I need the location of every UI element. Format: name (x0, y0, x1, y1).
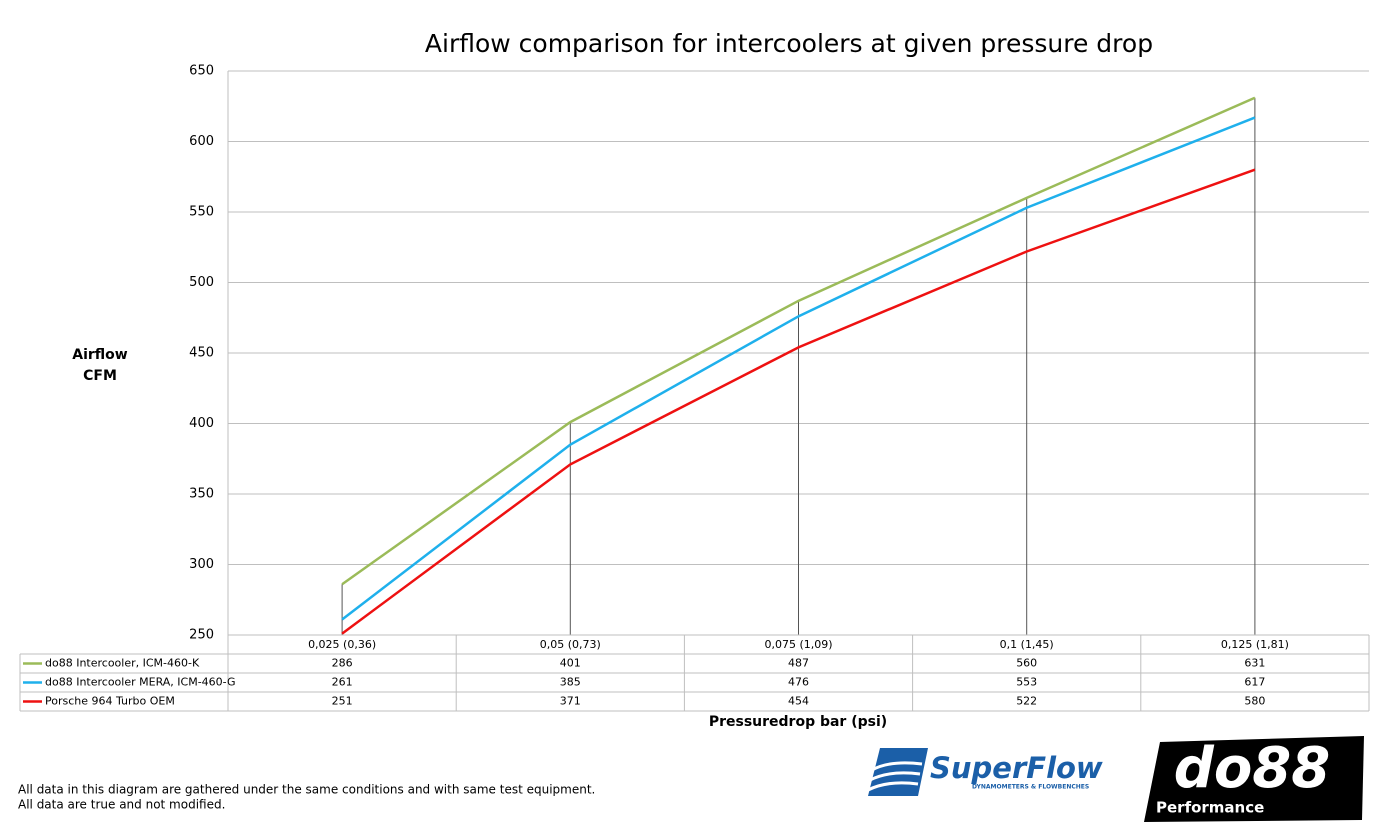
table-value: 454 (788, 695, 809, 708)
y-tick-label: 500 (189, 275, 214, 290)
do88-logo: do88 Performance (1144, 736, 1364, 822)
y-tick-label: 400 (189, 416, 214, 431)
footnote: All data in this diagram are gathered un… (18, 783, 595, 797)
y-tick-label: 300 (189, 557, 214, 572)
table-value: 476 (788, 676, 809, 689)
series-line (341, 116, 1256, 621)
chart-title: Airflow comparison for intercoolers at g… (425, 29, 1153, 58)
x-tick-label: 0,025 (0,36) (308, 638, 376, 651)
x-axis-label: Pressuredrop bar (psi) (709, 714, 887, 730)
x-tick-label: 0,1 (1,45) (1000, 638, 1054, 651)
table-value: 522 (1016, 695, 1037, 708)
legend-label: Porsche 964 Turbo OEM (45, 695, 175, 708)
y-axis-label: Airflow (72, 347, 128, 363)
logo-text: SuperFlow (930, 751, 1103, 785)
footnote: All data are true and not modified. (18, 798, 225, 812)
y-tick-label: 450 (189, 346, 214, 361)
table-value: 487 (788, 657, 809, 670)
superflow-logo: SuperFlow DYNAMOMETERS & FLOWBENCHES (867, 748, 1103, 796)
table-value: 631 (1244, 657, 1265, 670)
y-tick-label: 650 (189, 64, 214, 79)
logo-sub: Performance (1156, 799, 1264, 817)
logo-box (1144, 736, 1364, 822)
table-value: 251 (332, 695, 353, 708)
table-value: 580 (1244, 695, 1265, 708)
logo-text: do88 (1174, 736, 1331, 801)
table-value: 261 (332, 676, 353, 689)
logo-tagline: DYNAMOMETERS & FLOWBENCHES (972, 784, 1089, 791)
logo-waves (867, 761, 923, 792)
y-tick-label: 600 (189, 134, 214, 149)
legend-label: do88 Intercooler, ICM-460-K (45, 657, 200, 670)
table-value: 553 (1016, 676, 1037, 689)
series-line (341, 96, 1256, 586)
table-value: 401 (560, 657, 581, 670)
y-axis-label: CFM (83, 368, 117, 384)
y-tick-label: 550 (189, 205, 214, 220)
x-tick-label: 0,05 (0,73) (540, 638, 601, 651)
series-line (341, 168, 1256, 635)
y-tick-label: 350 (189, 487, 214, 502)
table-value: 371 (560, 695, 581, 708)
table-value: 286 (332, 657, 353, 670)
table-value: 385 (560, 676, 581, 689)
table-value: 560 (1016, 657, 1037, 670)
x-tick-label: 0,075 (1,09) (764, 638, 832, 651)
table-value: 617 (1244, 676, 1265, 689)
legend-label: do88 Intercooler MERA, ICM-460-G (45, 676, 236, 689)
x-tick-label: 0,125 (1,81) (1221, 638, 1289, 651)
y-tick-label: 250 (189, 628, 214, 643)
